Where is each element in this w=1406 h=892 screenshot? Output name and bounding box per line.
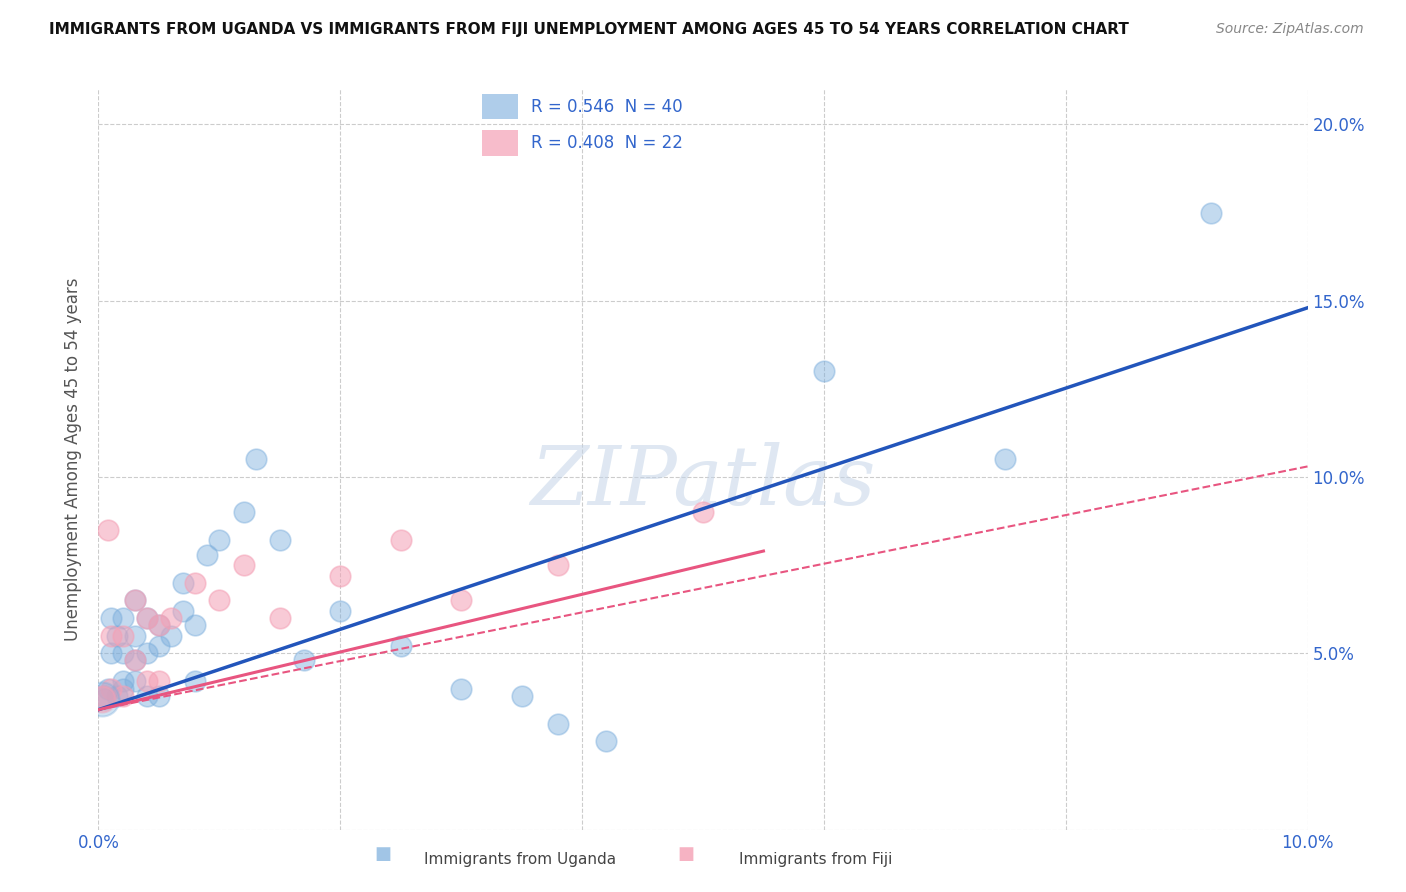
Point bbox=[93, 689, 115, 703]
Bar bbox=[482, 130, 517, 155]
Point bbox=[124, 593, 146, 607]
Point bbox=[148, 639, 170, 653]
Point bbox=[1199, 205, 1222, 219]
Point bbox=[450, 593, 472, 607]
Point bbox=[135, 689, 157, 703]
Text: Source: ZipAtlas.com: Source: ZipAtlas.com bbox=[1216, 22, 1364, 37]
Point bbox=[450, 681, 472, 696]
Point bbox=[389, 533, 412, 548]
Point bbox=[111, 681, 134, 696]
Point bbox=[813, 364, 835, 378]
Point bbox=[269, 611, 291, 625]
Point bbox=[100, 629, 122, 643]
Point bbox=[105, 689, 128, 703]
Point bbox=[105, 629, 128, 643]
Point bbox=[994, 452, 1017, 467]
Point bbox=[547, 558, 569, 573]
Point bbox=[111, 646, 134, 660]
Point bbox=[97, 523, 120, 537]
Point bbox=[111, 611, 134, 625]
Point bbox=[195, 548, 218, 562]
Y-axis label: Unemployment Among Ages 45 to 54 years: Unemployment Among Ages 45 to 54 years bbox=[65, 277, 83, 641]
Point bbox=[124, 629, 146, 643]
Point bbox=[160, 611, 183, 625]
Point bbox=[111, 689, 134, 703]
Point bbox=[91, 692, 114, 706]
Bar bbox=[482, 95, 517, 120]
Point bbox=[100, 681, 122, 696]
Point bbox=[124, 653, 146, 667]
Point bbox=[135, 611, 157, 625]
Point bbox=[329, 568, 352, 582]
Point bbox=[269, 533, 291, 548]
Point bbox=[329, 604, 352, 618]
Point bbox=[135, 611, 157, 625]
Point bbox=[111, 674, 134, 689]
Point bbox=[510, 689, 533, 703]
Point bbox=[172, 604, 194, 618]
Point bbox=[184, 575, 207, 590]
Text: Immigrants from Fiji: Immigrants from Fiji bbox=[738, 852, 893, 867]
Point bbox=[389, 639, 412, 653]
Point bbox=[292, 653, 315, 667]
Point bbox=[160, 629, 183, 643]
Text: ZIPatlas: ZIPatlas bbox=[530, 442, 876, 522]
Point bbox=[97, 681, 120, 696]
Point bbox=[124, 653, 146, 667]
Text: Immigrants from Uganda: Immigrants from Uganda bbox=[425, 852, 616, 867]
Point bbox=[595, 734, 617, 748]
Point bbox=[148, 674, 170, 689]
Point bbox=[124, 674, 146, 689]
Point bbox=[135, 646, 157, 660]
Point bbox=[91, 692, 114, 706]
Point bbox=[148, 689, 170, 703]
Point bbox=[232, 558, 254, 573]
Point bbox=[148, 618, 170, 632]
Point bbox=[184, 618, 207, 632]
Point bbox=[100, 611, 122, 625]
Point bbox=[148, 618, 170, 632]
Point bbox=[692, 505, 714, 519]
Point bbox=[93, 692, 115, 706]
Text: R = 0.408  N = 22: R = 0.408 N = 22 bbox=[531, 134, 683, 152]
Text: R = 0.546  N = 40: R = 0.546 N = 40 bbox=[531, 98, 683, 116]
Point bbox=[547, 716, 569, 731]
Point bbox=[172, 575, 194, 590]
Point bbox=[208, 593, 231, 607]
Point bbox=[124, 593, 146, 607]
Text: ■: ■ bbox=[678, 846, 695, 863]
Point bbox=[100, 646, 122, 660]
Point bbox=[208, 533, 231, 548]
Text: ■: ■ bbox=[374, 846, 391, 863]
Text: IMMIGRANTS FROM UGANDA VS IMMIGRANTS FROM FIJI UNEMPLOYMENT AMONG AGES 45 TO 54 : IMMIGRANTS FROM UGANDA VS IMMIGRANTS FRO… bbox=[49, 22, 1129, 37]
Point bbox=[232, 505, 254, 519]
Point bbox=[111, 629, 134, 643]
Point bbox=[135, 674, 157, 689]
Point bbox=[184, 674, 207, 689]
Point bbox=[245, 452, 267, 467]
